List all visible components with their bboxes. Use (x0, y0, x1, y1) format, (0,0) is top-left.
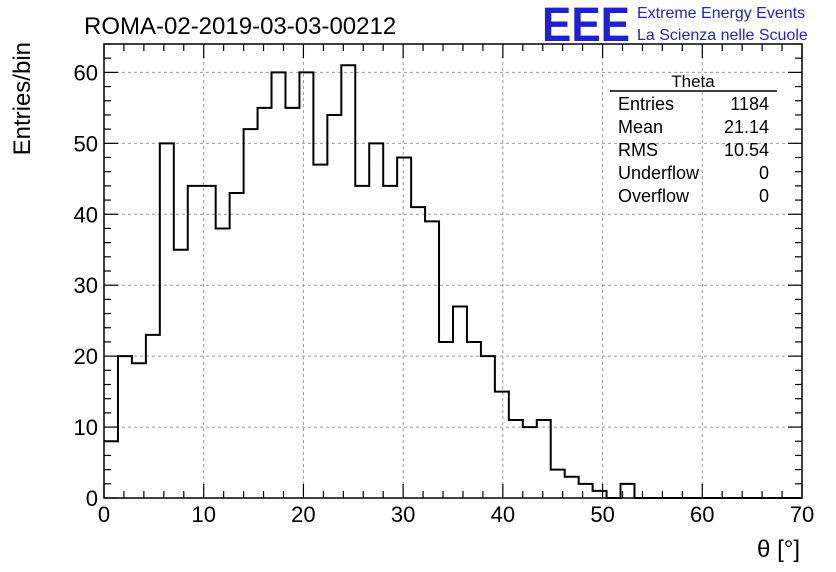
histogram-bin (327, 115, 341, 498)
histogram-bin (467, 342, 481, 498)
x-tick-label: 0 (98, 502, 110, 527)
histogram-bin (579, 484, 593, 498)
histogram-bin (216, 228, 230, 498)
y-tick-label: 20 (74, 344, 98, 369)
grid (104, 44, 802, 498)
x-tick-label: 30 (391, 502, 415, 527)
stats-row-label: Mean (618, 117, 663, 137)
stats-row-value: 21.14 (724, 117, 769, 137)
histogram-bin (495, 392, 509, 498)
histogram-bin (425, 221, 439, 498)
stats-rows: Entries 1184 Mean 21.14 RMS 10.54 Underflow 0 Ov… (618, 94, 769, 206)
logo-line-2: La Scienza nelle Scuole (637, 27, 808, 44)
histogram-bin (132, 363, 146, 498)
histogram-bin (230, 193, 244, 498)
eee-logo: EEE Extreme Energy Events La Scienza nel… (542, 0, 808, 52)
histogram-outline (104, 64, 802, 499)
histogram-bin (355, 186, 369, 498)
histogram-bin (146, 335, 160, 498)
x-axis-title: θ [°] (757, 536, 800, 563)
y-tick-label: 30 (74, 273, 98, 298)
y-tick-label: 60 (74, 60, 98, 85)
stats-box: Theta Entries 1184 Mean 21.14 RMS 10.54 Underf… (610, 72, 777, 206)
histogram-bin (565, 477, 579, 498)
y-tick-label: 10 (74, 415, 98, 440)
histogram-bin (593, 491, 607, 498)
histogram-bin (453, 306, 467, 498)
x-tick-label: 20 (291, 502, 315, 527)
histogram-bin (383, 186, 397, 498)
histogram-bin (258, 108, 272, 498)
x-tick-label: 70 (790, 502, 814, 527)
y-tick-label: 50 (74, 131, 98, 156)
histogram-bin (299, 72, 313, 498)
histogram-bins (104, 65, 634, 498)
stats-row-label: Overflow (618, 186, 690, 206)
histogram-bin (341, 65, 355, 498)
histogram-bin (369, 143, 383, 498)
stats-row-label: Underflow (618, 163, 700, 183)
stats-row-label: Entries (618, 94, 674, 114)
stats-row-label: RMS (618, 140, 658, 160)
histogram-bin (285, 108, 299, 498)
y-tick-label: 40 (74, 202, 98, 227)
stats-box-title: Theta (671, 72, 715, 91)
stats-row-value: 0 (759, 186, 769, 206)
histogram-bin (244, 129, 258, 498)
histogram-bin (411, 207, 425, 498)
x-tick-label: 10 (191, 502, 215, 527)
stats-row-value: 1184 (730, 94, 769, 114)
histogram-bin (509, 420, 523, 498)
histogram-bin (523, 427, 537, 498)
plot-frame (103, 43, 803, 499)
logo-line-1: Extreme Energy Events (637, 5, 805, 22)
x-tick-label: 50 (590, 502, 614, 527)
stats-row-value: 10.54 (724, 140, 769, 160)
x-tick-labels: 0 10 20 30 40 50 60 70 (98, 502, 814, 527)
axis-ticks (103, 43, 803, 499)
x-tick-label: 40 (491, 502, 515, 527)
histogram-bin (397, 158, 411, 499)
stats-row-value: 0 (759, 163, 769, 183)
histogram-bin (188, 186, 202, 498)
y-tick-labels: 0 10 20 30 40 50 60 (74, 60, 98, 511)
y-tick-label: 0 (86, 486, 98, 511)
chart-title: ROMA-02-2019-03-03-00212 (84, 13, 396, 40)
histogram-bin (174, 250, 188, 498)
y-axis-title: Entries/bin (9, 42, 36, 155)
histogram-bin (537, 420, 551, 498)
histogram-bin (439, 342, 453, 498)
x-tick-label: 60 (690, 502, 714, 527)
histogram-bin (160, 143, 174, 498)
